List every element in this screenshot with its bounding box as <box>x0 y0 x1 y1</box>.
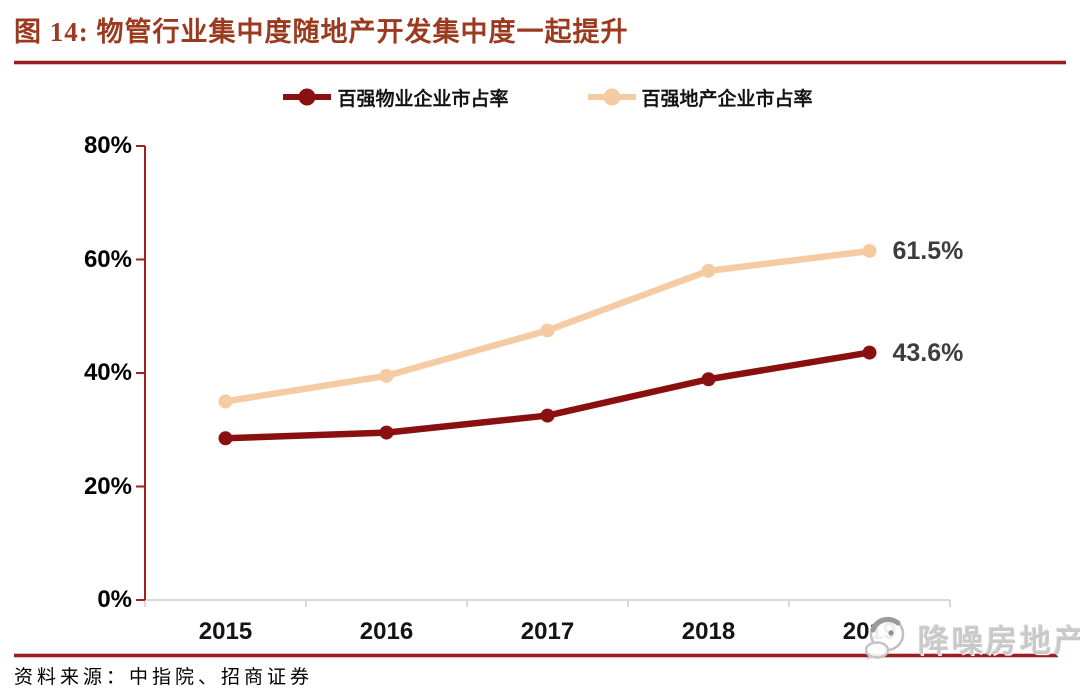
x-axis-tick-label: 2015 <box>198 618 253 645</box>
legend-item-developer: 百强地产企业市占率 <box>587 84 813 111</box>
y-axis-tick-label: 80% <box>83 132 132 159</box>
y-axis-tick-label: 40% <box>83 359 132 386</box>
y-axis-tick-label: 60% <box>83 245 132 273</box>
watermark-text: 降噪房地产 <box>918 623 1080 659</box>
x-axis-tick-label: 2017 <box>520 618 575 645</box>
legend-marker-light-line-icon <box>587 88 636 106</box>
chart-legend: 百强物业企业市占率 百强地产企业市占率 <box>145 80 950 114</box>
series-end-value-label: 43.6% <box>892 338 964 367</box>
figure-title: 图 14: 物管行业集中度随地产开发集中度一起提升 <box>14 17 629 47</box>
x-axis-tick-label: 2018 <box>681 618 736 645</box>
y-axis-tick-label: 0% <box>97 586 132 613</box>
x-axis-tick-label: 2016 <box>359 618 414 645</box>
bottom-divider <box>14 654 1058 657</box>
source-note: 资料来源：中指院、招商证券 <box>14 667 314 688</box>
legend-item-property-mgmt: 百强物业企业市占率 <box>282 84 509 111</box>
top-divider <box>14 61 1066 64</box>
y-axis-tick-label: 20% <box>83 472 132 500</box>
plot-area <box>136 145 951 607</box>
series-end-value-label: 61.5% <box>892 236 964 265</box>
legend-marker-dark-line-icon <box>283 88 332 106</box>
legend-label-developer: 百强地产企业市占率 <box>641 88 813 110</box>
legend-label-property-mgmt: 百强物业企业市占率 <box>337 88 509 110</box>
watermark: 降噪房地产 <box>860 612 1080 664</box>
watermark-logo-icon <box>864 616 905 660</box>
